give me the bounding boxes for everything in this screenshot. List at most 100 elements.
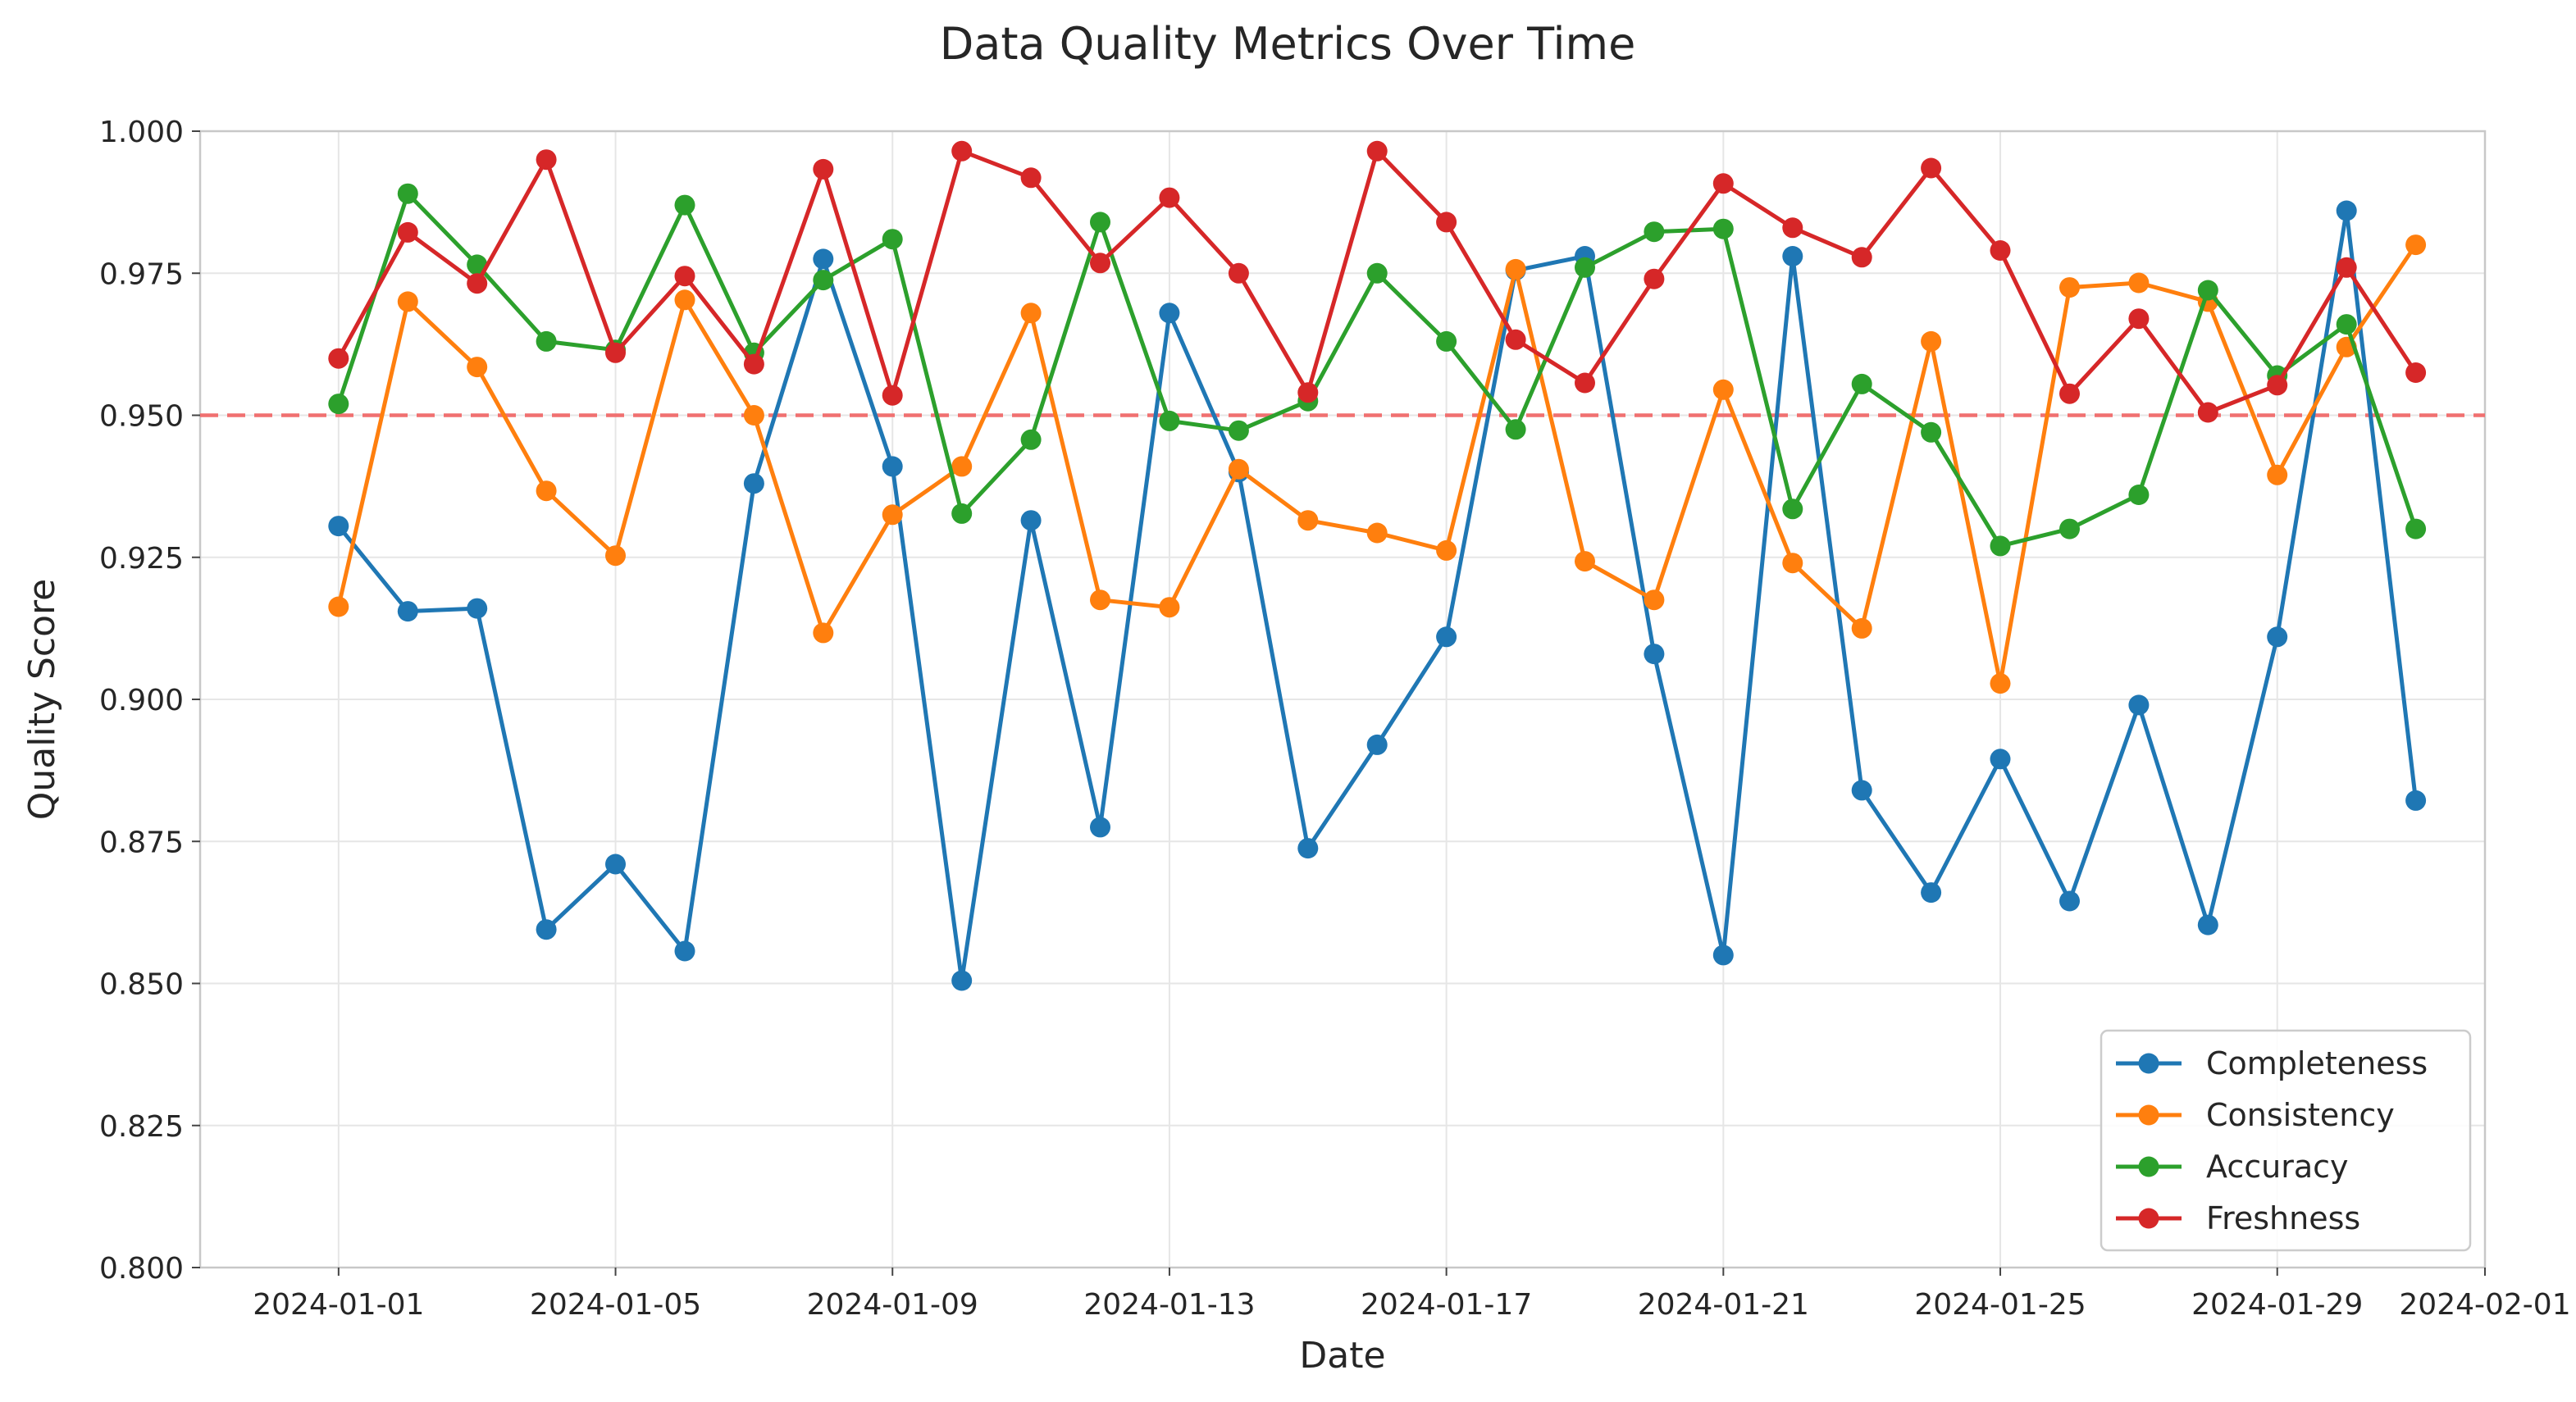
data-point-consistency — [536, 480, 557, 502]
data-point-freshness — [1436, 212, 1457, 233]
data-point-accuracy — [951, 503, 973, 524]
data-point-consistency — [1228, 458, 1249, 480]
data-point-accuracy — [1851, 373, 1872, 394]
data-point-accuracy — [328, 394, 349, 415]
data-point-accuracy — [1228, 420, 1249, 441]
data-point-completeness — [536, 919, 557, 940]
data-point-completeness — [951, 970, 973, 991]
data-point-completeness — [1712, 945, 1734, 966]
data-point-accuracy — [1159, 410, 1180, 431]
data-point-accuracy — [813, 270, 834, 291]
data-point-consistency — [467, 357, 488, 378]
data-point-freshness — [1644, 268, 1665, 289]
data-point-consistency — [674, 289, 695, 311]
data-point-completeness — [1436, 626, 1457, 648]
data-point-accuracy — [2059, 518, 2080, 539]
data-point-consistency — [1159, 597, 1180, 618]
data-point-completeness — [2267, 626, 2288, 648]
legend-marker — [2138, 1104, 2159, 1126]
data-point-completeness — [2059, 890, 2080, 912]
x-axis-ticks: 2024-01-01 2024-01-05 2024-01-09 2024-01-13… — [253, 1268, 2571, 1322]
data-point-accuracy — [1644, 221, 1665, 243]
data-point-completeness — [813, 248, 834, 270]
x-tick-label: 2024-01-13 — [1083, 1288, 1255, 1322]
series-line-consistency — [336, 244, 2418, 686]
legend-item-freshness: Freshness — [2116, 1200, 2360, 1236]
data-point-consistency — [1436, 539, 1457, 561]
series-line-accuracy — [336, 191, 2418, 549]
data-point-freshness — [1505, 329, 1526, 350]
data-point-freshness — [813, 158, 834, 180]
data-point-accuracy — [1505, 419, 1526, 440]
data-point-consistency — [1020, 303, 1042, 324]
y-tick-label: 0.975 — [99, 257, 184, 291]
data-point-consistency — [1990, 673, 2011, 694]
data-point-consistency — [1090, 589, 1110, 611]
series-layer — [328, 140, 2427, 991]
data-point-completeness — [1851, 780, 1872, 801]
data-point-consistency — [2405, 234, 2427, 256]
data-point-accuracy — [1575, 257, 1595, 278]
x-tick-label: 2024-01-21 — [1638, 1288, 1809, 1322]
data-point-consistency — [1851, 617, 1872, 639]
data-point-consistency — [1297, 510, 1319, 531]
data-point-accuracy — [1782, 498, 1803, 520]
data-point-freshness — [743, 353, 764, 375]
data-point-completeness — [2405, 790, 2427, 811]
series-accuracy — [328, 183, 2427, 557]
chart-title: Data Quality Metrics Over Time — [940, 18, 1636, 70]
data-point-accuracy — [674, 194, 695, 216]
legend-label: Completeness — [2206, 1045, 2428, 1081]
x-tick-label: 2024-01-17 — [1361, 1288, 1532, 1322]
data-point-completeness — [1090, 817, 1110, 838]
data-point-freshness — [1297, 382, 1319, 403]
data-point-consistency — [951, 456, 973, 477]
data-point-completeness — [1366, 734, 1388, 755]
y-tick-label: 0.900 — [99, 684, 184, 717]
data-point-freshness — [882, 385, 903, 406]
data-point-freshness — [951, 140, 973, 162]
data-point-accuracy — [1366, 262, 1388, 284]
series-freshness — [328, 140, 2427, 423]
data-point-consistency — [397, 291, 418, 312]
data-point-completeness — [1159, 303, 1180, 324]
legend-marker — [2138, 1208, 2159, 1229]
data-point-accuracy — [536, 330, 557, 352]
data-point-completeness — [397, 601, 418, 622]
x-tick-label: 2024-02-01 — [2399, 1288, 2570, 1322]
y-tick-label: 0.850 — [99, 968, 184, 1002]
data-point-consistency — [2267, 464, 2288, 485]
data-point-freshness — [2336, 257, 2357, 278]
data-point-freshness — [467, 273, 488, 294]
data-point-completeness — [2336, 200, 2357, 221]
data-point-freshness — [1090, 253, 1110, 274]
legend-item-consistency: Consistency — [2116, 1097, 2395, 1133]
x-tick-label: 2024-01-09 — [807, 1288, 978, 1322]
data-point-consistency — [743, 405, 764, 426]
data-point-completeness — [328, 516, 349, 537]
x-tick-label: 2024-01-05 — [530, 1288, 701, 1322]
legend-label: Freshness — [2206, 1200, 2360, 1236]
y-tick-label: 1.000 — [99, 116, 184, 149]
data-point-consistency — [1921, 330, 1942, 352]
data-point-consistency — [1505, 258, 1526, 280]
data-point-freshness — [1851, 247, 1872, 268]
data-point-consistency — [882, 504, 903, 526]
data-point-completeness — [1020, 510, 1042, 531]
data-point-completeness — [1921, 882, 1942, 904]
data-point-accuracy — [1090, 212, 1110, 233]
data-point-freshness — [397, 221, 418, 243]
data-point-freshness — [2405, 362, 2427, 383]
x-tick-label: 2024-01-25 — [1914, 1288, 2086, 1322]
data-point-accuracy — [1020, 429, 1042, 450]
data-point-accuracy — [2197, 280, 2218, 301]
series-consistency — [328, 234, 2427, 694]
data-point-accuracy — [882, 229, 903, 250]
data-point-accuracy — [397, 183, 418, 204]
y-tick-label: 0.950 — [99, 400, 184, 434]
data-point-freshness — [1228, 262, 1249, 284]
data-point-completeness — [882, 456, 903, 477]
y-tick-label: 0.825 — [99, 1110, 184, 1144]
y-tick-label: 0.800 — [99, 1252, 184, 1286]
